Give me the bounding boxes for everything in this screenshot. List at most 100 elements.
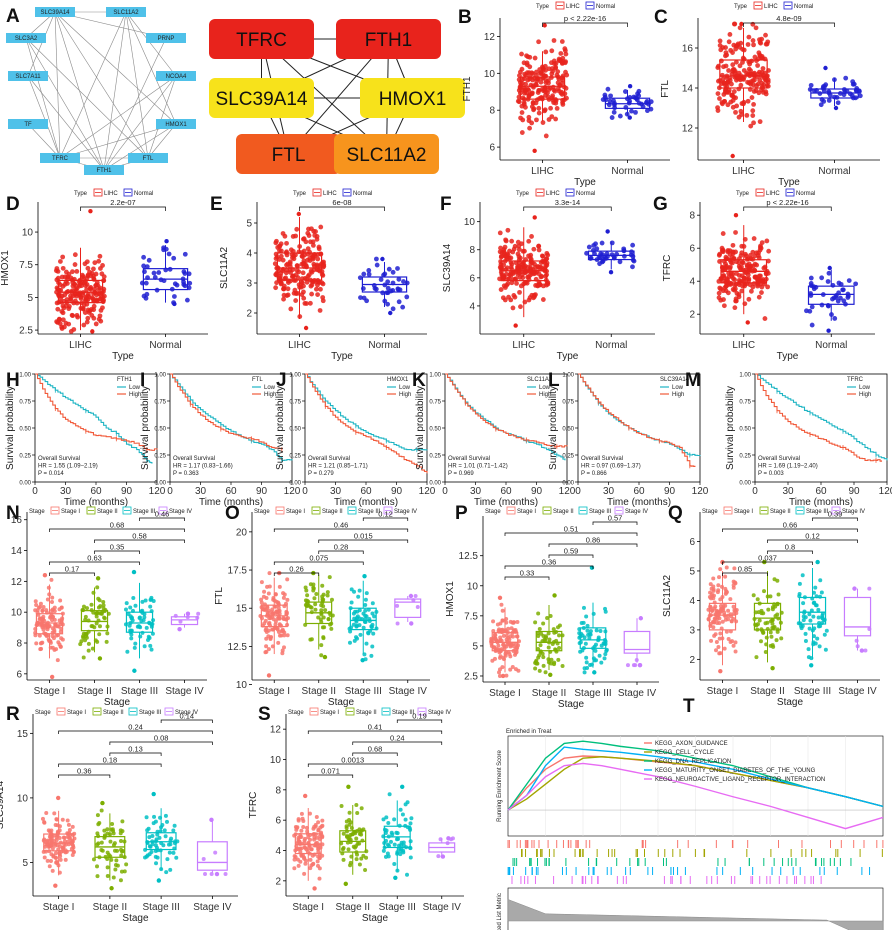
data-point — [352, 638, 357, 643]
y-tick-label: 8 — [16, 639, 22, 650]
data-point — [105, 873, 110, 878]
data-point — [629, 108, 634, 114]
data-point — [41, 604, 46, 609]
data-point — [729, 81, 734, 87]
hub-node — [209, 19, 314, 59]
data-point — [535, 76, 540, 82]
data-point — [52, 617, 57, 622]
legend-key — [309, 707, 319, 716]
data-point — [547, 637, 552, 642]
x-tick-label: Stage IV — [389, 686, 428, 697]
x-tick-label: 60 — [360, 486, 372, 497]
data-point — [168, 867, 173, 872]
data-point — [501, 642, 506, 647]
data-point — [732, 287, 737, 293]
legend-key — [312, 188, 322, 197]
data-point — [581, 605, 586, 610]
data-point — [736, 294, 742, 300]
p-value: 0.41 — [368, 723, 383, 732]
data-point — [497, 264, 503, 270]
data-point — [66, 321, 72, 327]
data-point — [49, 577, 54, 582]
data-point — [392, 842, 397, 847]
data-point — [319, 612, 324, 617]
data-point — [536, 611, 541, 616]
data-point — [529, 234, 534, 239]
data-point — [132, 645, 137, 650]
data-point — [542, 63, 548, 69]
data-point — [746, 66, 752, 72]
data-point — [717, 575, 722, 580]
panel-label-A: A — [6, 6, 20, 27]
data-point — [81, 634, 86, 639]
p-bracket — [743, 206, 832, 211]
y-tick-label: 12 — [11, 577, 23, 588]
data-point — [409, 816, 414, 821]
p-value: 0.24 — [390, 734, 405, 743]
data-point — [81, 322, 87, 328]
data-point — [765, 620, 770, 625]
data-point — [722, 89, 728, 95]
data-point — [809, 304, 815, 310]
data-point — [312, 824, 317, 829]
panel-label-D: D — [6, 194, 20, 215]
data-point — [309, 253, 315, 258]
x-tick-label: 90 — [664, 486, 676, 497]
data-point — [304, 279, 310, 285]
data-point — [730, 639, 735, 644]
data-point — [81, 655, 86, 660]
data-point — [590, 248, 596, 253]
y-tick-label: 20 — [236, 527, 248, 538]
data-point — [58, 854, 63, 859]
data-point — [327, 575, 332, 580]
legend-label: Low — [264, 385, 276, 391]
y-tick-label: 2 — [689, 310, 695, 321]
data-point — [730, 153, 735, 159]
data-point — [47, 623, 52, 628]
legend-title: FTL — [252, 377, 263, 383]
p-value: 0.19 — [412, 712, 427, 721]
data-point — [346, 847, 351, 852]
data-point — [550, 93, 556, 99]
p-value: 0.12 — [805, 532, 820, 541]
data-point — [500, 673, 506, 679]
data-point — [314, 592, 319, 597]
x-axis-label: Time (months) — [334, 497, 398, 508]
data-point — [401, 848, 406, 853]
data-point — [144, 264, 150, 270]
data-point — [100, 800, 105, 806]
data-point — [746, 34, 752, 40]
data-point — [317, 308, 323, 313]
data-point — [72, 262, 78, 267]
data-point — [141, 254, 147, 260]
data-point — [497, 230, 503, 236]
data-point — [156, 878, 162, 883]
data-point — [750, 113, 756, 118]
p-bracket — [160, 719, 213, 723]
data-point — [731, 604, 736, 609]
data-point — [316, 267, 322, 273]
data-point — [630, 242, 636, 248]
data-point — [156, 270, 162, 275]
network-node-label: SLC39A14 — [40, 10, 70, 16]
x-tick-label: Stage I — [34, 686, 66, 697]
data-point — [733, 581, 738, 586]
data-point — [385, 851, 390, 856]
data-point — [395, 603, 400, 608]
network-node — [6, 33, 46, 43]
data-point — [755, 597, 760, 602]
data-point — [347, 810, 352, 815]
data-point — [556, 56, 562, 62]
data-point — [96, 287, 102, 292]
data-point — [152, 814, 157, 819]
data-point — [182, 271, 188, 276]
data-point — [70, 313, 76, 319]
data-point — [322, 625, 327, 630]
data-point — [755, 63, 761, 68]
data-point — [721, 303, 727, 309]
data-point — [536, 105, 542, 111]
data-point — [617, 259, 623, 265]
x-tick-label: Stage III — [794, 686, 831, 697]
data-point — [807, 626, 812, 631]
legend-key — [506, 506, 516, 515]
